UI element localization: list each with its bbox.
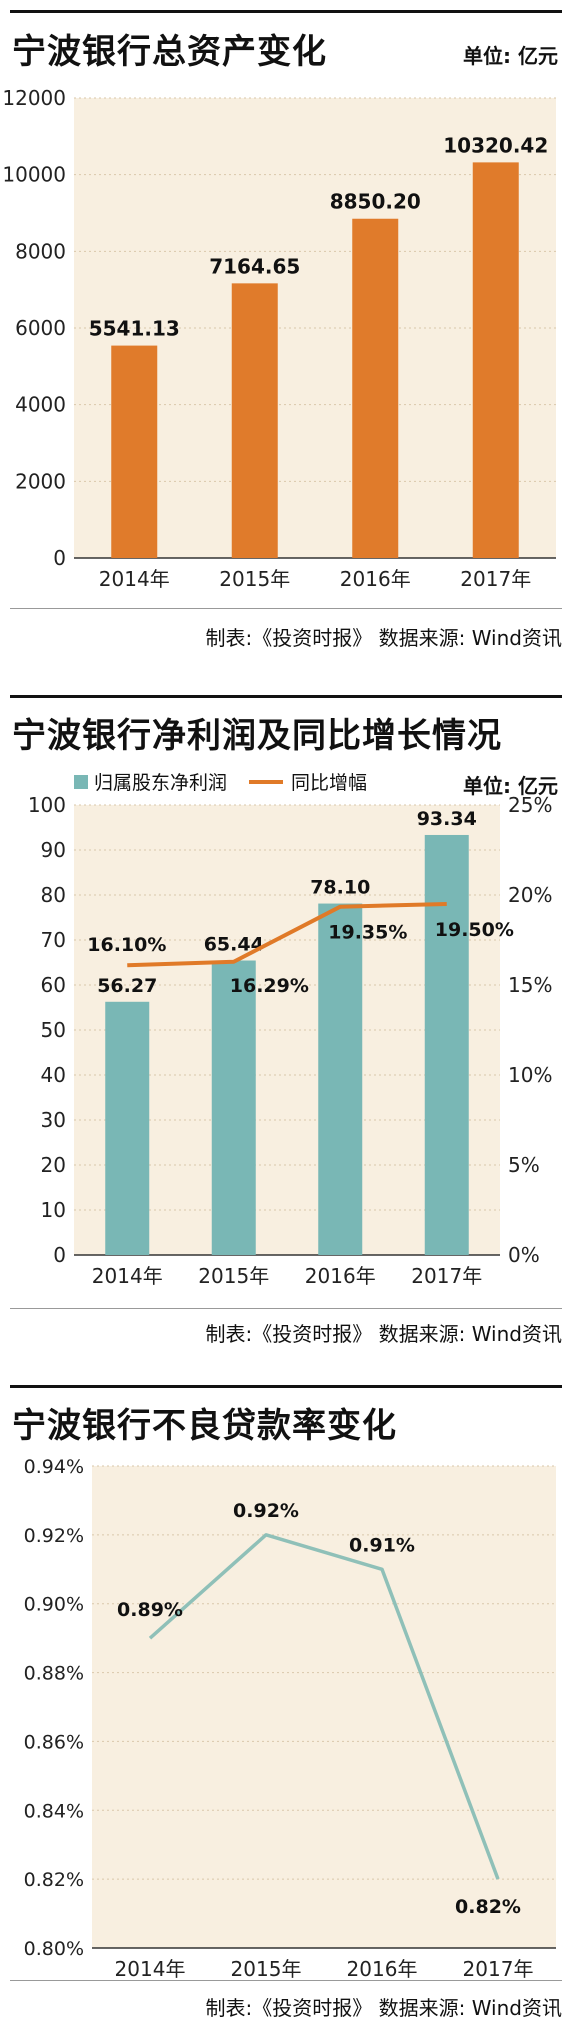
panel-top-rule: [10, 695, 562, 698]
y-tick-label: 0.88%: [24, 1663, 84, 1685]
y-tick-label: 0: [53, 1243, 66, 1267]
x-tick-label: 2014年: [115, 1957, 186, 1981]
y-tick-label: 0.86%: [24, 1731, 84, 1753]
x-tick-label: 2017年: [460, 567, 531, 591]
legend-item-net-profit: 归属股东净利润: [94, 772, 228, 794]
y-tick-label: 40: [41, 1063, 66, 1087]
y-tick-label: 60: [41, 973, 66, 997]
chart-panel-net-profit: 宁波银行净利润及同比增长情况 归属股东净利润 同比增幅 单位: 亿元 0 10 20…: [0, 690, 572, 1350]
bar: [352, 218, 399, 558]
y-tick-label: 0.82%: [24, 1869, 84, 1891]
footer-separator: [10, 1308, 562, 1309]
x-tick-label: 2015年: [219, 567, 290, 591]
growth-line: [127, 902, 447, 968]
y-tick-label: 10000: [2, 163, 66, 187]
footer-separator: [10, 1980, 562, 1981]
panel-top-rule: [10, 10, 562, 13]
line-data-label: 16.29%: [230, 975, 309, 997]
data-label: 10320.42: [443, 133, 548, 157]
bar: [318, 903, 363, 1255]
net-profit-chart: 0 10 20 30 40 50 60 70 80 90 100 0% 5% 10% 15% 20% 25% 56…: [28, 793, 553, 1288]
data-label: 0.89%: [117, 1599, 183, 1621]
x-tick-label: 2017年: [411, 1264, 482, 1288]
data-label: 56.27: [97, 975, 157, 997]
chart-legend: 归属股东净利润 同比增幅: [74, 768, 367, 795]
x-tick-label: 2016年: [305, 1264, 376, 1288]
bar: [472, 162, 519, 558]
bar: [105, 1001, 150, 1255]
bar: [231, 283, 278, 558]
data-label: 0.82%: [455, 1896, 521, 1918]
line-data-label: 19.50%: [435, 919, 514, 941]
y2-tick-label: 15%: [508, 973, 552, 997]
bar: [211, 960, 256, 1255]
data-label: 0.92%: [233, 1500, 299, 1522]
chart-title: 宁波银行总资产变化: [12, 32, 327, 72]
legend-bar-swatch: [74, 774, 88, 789]
npl-ratio-chart: 0.80% 0.82% 0.84% 0.86% 0.88% 0.90% 0.92% 0.94%…: [24, 1456, 556, 1981]
plot-background: [92, 1466, 556, 1948]
data-label: 0.91%: [349, 1534, 415, 1556]
y-tick-label: 100: [28, 793, 66, 817]
y-tick-label: 2000: [15, 469, 66, 493]
footer-separator: [10, 608, 562, 609]
data-label: 93.34: [417, 808, 477, 830]
data-label: 65.44: [204, 934, 264, 956]
unit-label: 单位: 亿元: [463, 44, 558, 68]
y-tick-label: 12000: [2, 86, 66, 110]
x-tick-label: 2014年: [92, 1264, 163, 1288]
chart-panel-total-assets: 宁波银行总资产变化 单位: 亿元 0 2000 4000 6000 8000 10000 1…: [0, 0, 572, 660]
y-tick-label: 70: [41, 928, 66, 952]
y-tick-label: 0.92%: [24, 1525, 84, 1547]
data-label: 8850.20: [330, 190, 421, 214]
y-tick-label: 50: [41, 1018, 66, 1042]
y-tick-label: 30: [41, 1108, 66, 1132]
x-tick-label: 2017年: [463, 1957, 534, 1981]
y-tick-label: 6000: [15, 316, 66, 340]
y-tick-label: 10: [41, 1198, 66, 1222]
y-tick-label: 4000: [15, 393, 66, 417]
y-tick-label: 20: [41, 1153, 66, 1177]
y2-tick-label: 20%: [508, 883, 552, 907]
npl-line: [148, 1533, 500, 1880]
y2-tick-label: 0%: [508, 1243, 540, 1267]
x-tick-label: 2015年: [198, 1264, 269, 1288]
data-label: 5541.13: [89, 317, 180, 341]
y-tick-label: 0.94%: [24, 1456, 84, 1478]
y2-tick-label: 10%: [508, 1063, 552, 1087]
y-tick-label: 0.80%: [24, 1938, 84, 1960]
legend-item-growth: 同比增幅: [291, 772, 368, 794]
x-tick-label: 2015年: [231, 1957, 302, 1981]
source-footer: 制表:《投资时报》 数据来源: Wind资讯: [205, 626, 562, 650]
legend-line-swatch: [249, 779, 284, 784]
chart-title: 宁波银行净利润及同比增长情况: [12, 716, 502, 756]
y-tick-label: 8000: [15, 239, 66, 263]
chart-title: 宁波银行不良贷款率变化: [12, 1406, 397, 1446]
y2-tick-label: 25%: [508, 793, 552, 817]
line-data-label: 16.10%: [87, 934, 166, 956]
data-label: 7164.65: [209, 254, 300, 278]
total-assets-chart: 0 2000 4000 6000 8000 10000 12000 5541.13 2014年 7…: [2, 86, 556, 591]
y-tick-label: 80: [41, 883, 66, 907]
x-tick-label: 2016年: [340, 567, 411, 591]
line-data-label: 19.35%: [328, 922, 407, 944]
y-tick-label: 0.90%: [24, 1594, 84, 1616]
x-tick-label: 2016年: [347, 1957, 418, 1981]
y-tick-label: 90: [41, 838, 66, 862]
data-label: 78.10: [310, 877, 370, 899]
bar: [424, 834, 469, 1255]
bar: [111, 345, 158, 558]
x-tick-label: 2014年: [99, 567, 170, 591]
y-tick-label: 0.84%: [24, 1800, 84, 1822]
source-footer: 制表:《投资时报》 数据来源: Wind资讯: [205, 1996, 562, 2020]
chart-panel-npl-ratio: 宁波银行不良贷款率变化 0.80% 0.82% 0.84% 0.86% 0.88% 0.9…: [0, 1380, 572, 2042]
panel-top-rule: [10, 1385, 562, 1388]
y-tick-label: 0: [53, 546, 66, 570]
y2-tick-label: 5%: [508, 1153, 540, 1177]
source-footer: 制表:《投资时报》 数据来源: Wind资讯: [205, 1322, 562, 1346]
unit-label: 单位: 亿元: [463, 774, 558, 798]
